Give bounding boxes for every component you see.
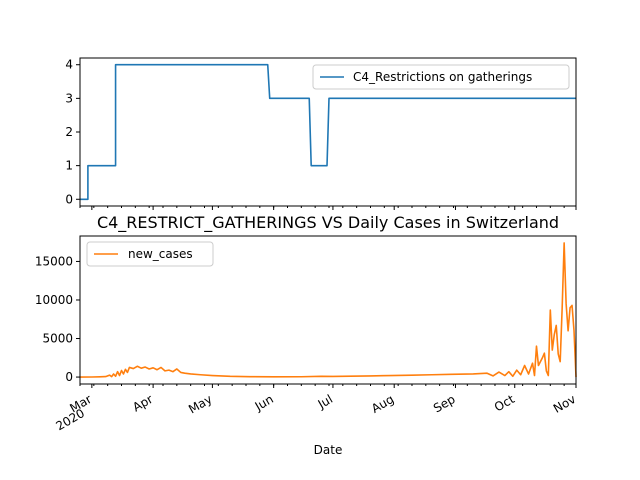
bottom-series-group xyxy=(79,242,577,378)
x-tick-label: May xyxy=(186,392,214,417)
x-tick-label: Oct xyxy=(492,392,517,415)
x-tick-label: Jul xyxy=(315,392,335,412)
y-tick-label: 10000 xyxy=(35,293,73,307)
top-x-axis xyxy=(79,206,577,210)
bottom-y-axis: 0 5000 10000 15000 xyxy=(35,254,80,384)
x-tick-label: Nov xyxy=(551,392,578,416)
y-tick-label: 3 xyxy=(65,91,73,105)
top-y-axis: 0 1 2 3 4 xyxy=(65,58,80,206)
bottom-chart-title: C4_RESTRICT_GATHERINGS VS Daily Cases in… xyxy=(97,213,559,233)
top-chart: 0 1 2 3 4 C4_Restrictions on gatherings xyxy=(65,57,577,210)
series-line-c4-restrictions-on-gatherings xyxy=(80,63,576,201)
y-tick-label: 0 xyxy=(65,370,73,384)
top-legend-label: C4_Restrictions on gatherings xyxy=(353,70,532,84)
x-tick-label: Jun xyxy=(252,392,276,414)
top-plot-frame xyxy=(79,57,577,207)
x-tick-label: Apr xyxy=(130,392,155,415)
y-tick-label: 2 xyxy=(65,125,73,139)
top-legend: C4_Restrictions on gatherings xyxy=(312,64,570,90)
series-line-new-cases xyxy=(79,242,577,378)
y-tick-label: 5000 xyxy=(42,332,73,346)
x-tick-label: Sep xyxy=(431,392,458,415)
bottom-legend-label: new_cases xyxy=(128,247,193,261)
y-tick-label: 1 xyxy=(65,159,73,173)
top-legend-box xyxy=(312,64,570,90)
y-tick-label: 0 xyxy=(65,192,73,206)
y-tick-label: 15000 xyxy=(35,254,73,268)
x-axis-label: Date xyxy=(314,443,343,457)
x-tick-label: Aug xyxy=(369,392,396,416)
bottom-plot-frame xyxy=(79,235,577,385)
top-series-group xyxy=(80,63,576,201)
bottom-legend: new_cases xyxy=(86,241,214,267)
y-tick-label: 4 xyxy=(65,58,73,72)
bottom-legend-box xyxy=(86,241,214,267)
